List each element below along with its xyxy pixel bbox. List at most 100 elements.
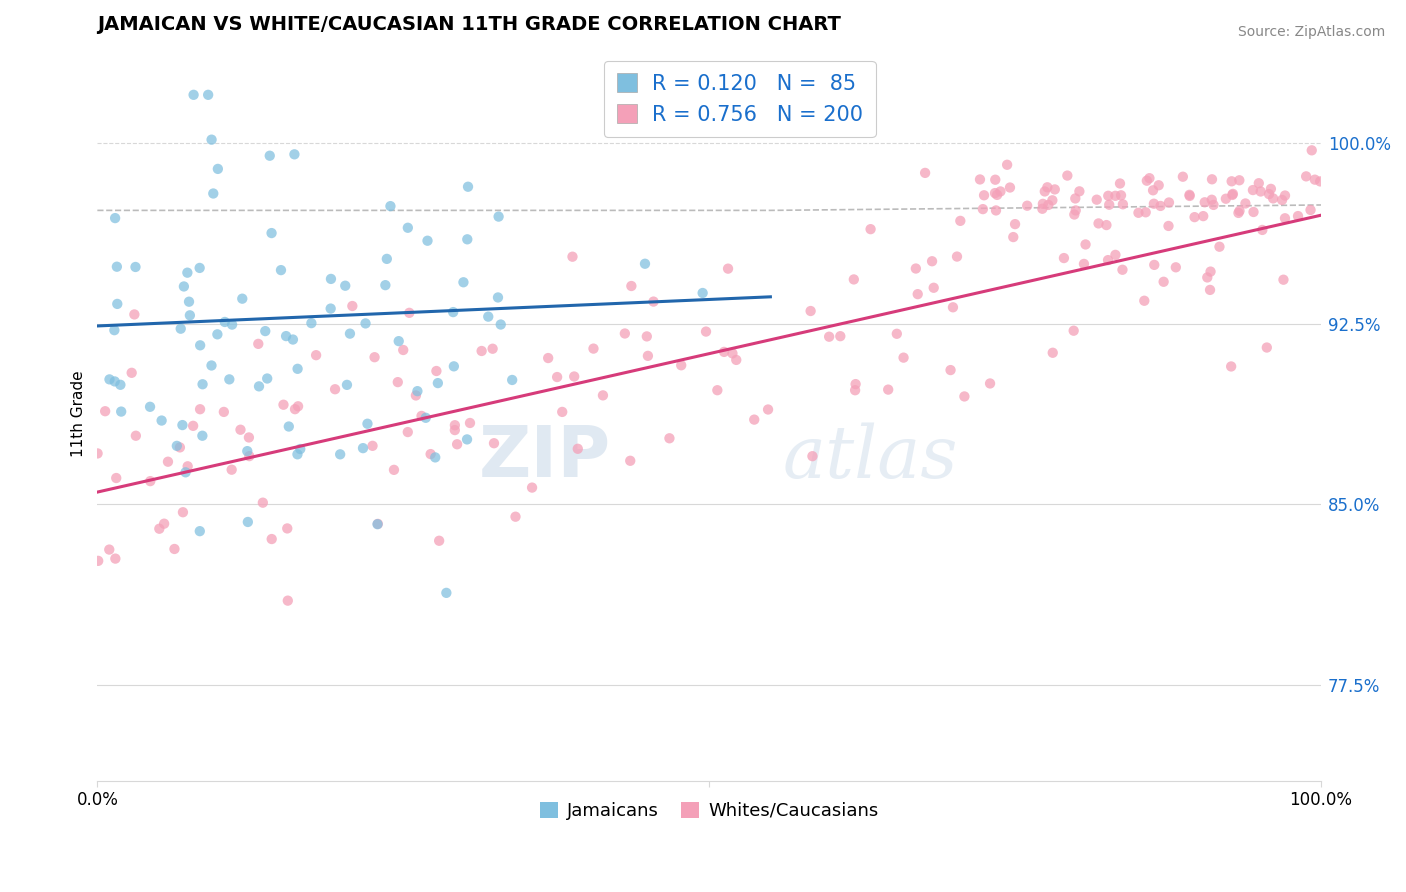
Point (214, 315, 236, 329)
Point (104, 551, 127, 566)
Point (456, 232, 478, 246)
Point (191, 377, 214, 392)
Point (998, 180, 1021, 194)
Point (252, 496, 274, 510)
Point (105, 297, 128, 311)
Point (150, 413, 173, 427)
Point (319, 272, 342, 286)
Point (1301, 144, 1323, 158)
Point (319, 301, 342, 316)
Point (153, 516, 176, 531)
Point (1104, 248, 1126, 262)
Point (830, 329, 852, 343)
Point (103, 323, 125, 337)
Point (1164, 260, 1187, 275)
Point (501, 373, 523, 387)
Point (176, 459, 198, 474)
Text: atlas: atlas (783, 423, 957, 493)
Point (582, 342, 605, 356)
Point (634, 257, 657, 271)
Point (1032, 197, 1054, 211)
Point (1215, 192, 1237, 206)
Point (172, 418, 194, 433)
Point (207, 327, 229, 342)
Point (188, 260, 211, 275)
Point (231, 292, 253, 306)
Point (1142, 183, 1164, 197)
Point (1222, 186, 1244, 201)
Point (949, 214, 972, 228)
Point (260, 532, 283, 546)
Text: JAMAICAN VS WHITE/CAUCASIAN 11TH GRADE CORRELATION CHART: JAMAICAN VS WHITE/CAUCASIAN 11TH GRADE C… (97, 15, 841, 34)
Point (1136, 174, 1159, 188)
Point (374, 278, 396, 293)
Point (1038, 198, 1060, 212)
Point (1303, 172, 1326, 186)
Point (477, 310, 499, 324)
Point (1250, 185, 1272, 199)
Point (86, 446, 108, 460)
Point (425, 364, 447, 378)
Point (953, 389, 976, 403)
Point (1087, 216, 1109, 230)
Point (382, 463, 405, 477)
Point (1128, 206, 1150, 220)
Point (1157, 195, 1180, 210)
Point (1208, 240, 1230, 254)
Point (290, 442, 312, 456)
Point (725, 352, 748, 367)
Point (844, 383, 866, 397)
Point (229, 423, 252, 437)
Point (907, 287, 929, 301)
Point (1201, 172, 1223, 186)
Point (388, 334, 411, 348)
Point (173, 279, 195, 293)
Point (183, 87, 205, 102)
Point (110, 377, 132, 392)
Point (845, 377, 868, 392)
Point (277, 593, 299, 607)
Point (1033, 185, 1056, 199)
Point (236, 515, 259, 529)
Point (877, 383, 900, 397)
Point (1157, 219, 1180, 233)
Point (1171, 169, 1194, 184)
Point (1199, 283, 1222, 297)
Point (482, 436, 505, 450)
Point (270, 263, 292, 277)
Point (444, 418, 467, 433)
Point (176, 266, 198, 280)
Point (562, 369, 585, 384)
Point (1073, 257, 1095, 271)
Point (1143, 196, 1166, 211)
Point (800, 304, 823, 318)
Point (236, 444, 259, 458)
Point (259, 149, 281, 163)
Point (1095, 218, 1118, 232)
Point (121, 366, 143, 380)
Point (1109, 177, 1132, 191)
Point (398, 306, 420, 320)
Point (335, 278, 357, 293)
Point (276, 521, 298, 535)
Point (984, 186, 1007, 200)
Point (392, 343, 415, 357)
Point (458, 416, 481, 430)
Point (247, 379, 270, 393)
Point (721, 346, 744, 360)
Point (367, 516, 389, 531)
Point (1220, 188, 1243, 202)
Point (1074, 237, 1097, 252)
Point (551, 405, 574, 419)
Point (1097, 253, 1119, 268)
Point (818, 329, 841, 343)
Point (1309, 174, 1331, 188)
Point (1241, 183, 1264, 197)
Point (842, 272, 865, 286)
Point (922, 281, 945, 295)
Point (105, 471, 128, 485)
Point (212, 405, 235, 419)
Point (441, 305, 464, 319)
Point (256, 371, 278, 385)
Point (124, 260, 146, 274)
